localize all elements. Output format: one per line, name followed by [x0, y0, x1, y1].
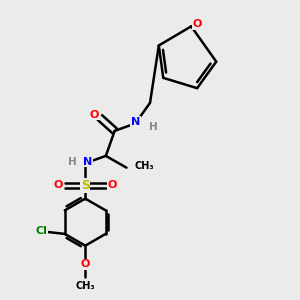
Text: O: O — [108, 180, 117, 190]
Text: CH₃: CH₃ — [75, 281, 95, 291]
Text: S: S — [81, 179, 90, 192]
Text: CH₃: CH₃ — [135, 161, 154, 172]
Text: O: O — [80, 259, 90, 269]
Text: H: H — [148, 122, 157, 132]
Text: O: O — [192, 19, 202, 29]
Text: O: O — [53, 180, 63, 190]
Text: N: N — [131, 117, 140, 127]
Text: O: O — [90, 110, 99, 120]
Text: N: N — [83, 157, 92, 167]
Text: H: H — [68, 157, 77, 167]
Text: Cl: Cl — [36, 226, 48, 236]
